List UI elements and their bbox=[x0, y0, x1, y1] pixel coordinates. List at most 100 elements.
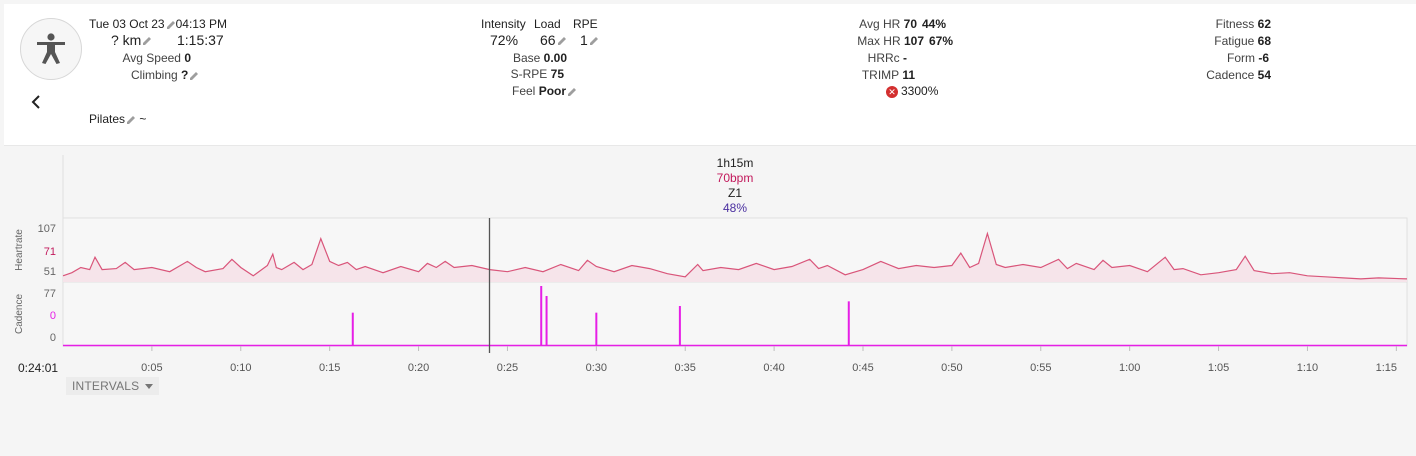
rpe-value: 1 bbox=[580, 32, 588, 48]
cadence-label: Cadence bbox=[1206, 68, 1255, 82]
heartrate-axis-title: Heartrate bbox=[14, 229, 25, 271]
hr-warning: ✕ 3300% bbox=[886, 83, 938, 99]
hover-time: 0:24:01 bbox=[18, 361, 58, 375]
cadence-value: 54 bbox=[1257, 68, 1271, 82]
cadence-stat: Cadence 54 bbox=[1190, 67, 1271, 83]
x-tick-0:55: 0:55 bbox=[1030, 362, 1051, 374]
max-hr-pct: 67% bbox=[929, 34, 954, 48]
trimp: TRIMP 11 bbox=[820, 67, 915, 83]
x-tick-0:05: 0:05 bbox=[141, 362, 162, 374]
heartrate-tick-71: 71 bbox=[44, 246, 56, 258]
cadence-axis-title: Cadence bbox=[14, 294, 25, 334]
base-label: Base bbox=[512, 51, 541, 65]
activity-chart[interactable]: 107 71 51 77 0 0 Heartrate Cadence 0:05 0:10 0:15 0… bbox=[0, 148, 1416, 456]
x-tick-0:45: 0:45 bbox=[852, 362, 873, 374]
x-tick-0:30: 0:30 bbox=[586, 362, 607, 374]
feel-value: Poor bbox=[538, 84, 567, 98]
hover-tooltip: 1h15m 70bpm Z1 48% bbox=[680, 156, 790, 216]
form-value: -6 bbox=[1258, 51, 1269, 65]
hover-zone: Z1 bbox=[727, 186, 742, 200]
trimp-value: 11 bbox=[902, 68, 915, 82]
x-tick-0:50: 0:50 bbox=[941, 362, 962, 374]
back-button[interactable] bbox=[26, 92, 46, 112]
hover-pct: 48% bbox=[722, 201, 748, 215]
x-tick-0:25: 0:25 bbox=[497, 362, 518, 374]
cadence-tick-0: 77 bbox=[44, 288, 56, 300]
x-tick-0:35: 0:35 bbox=[675, 362, 696, 374]
avg-speed-label: Avg Speed bbox=[122, 51, 181, 65]
max-hr-label: Max HR bbox=[857, 34, 901, 48]
chart-header-area bbox=[63, 155, 1407, 218]
intensity-label: Intensity bbox=[481, 17, 526, 31]
cadence-panel bbox=[62, 281, 1408, 347]
heartrate-tick-107: 107 bbox=[38, 223, 56, 235]
x-tick-1:00: 1:00 bbox=[1119, 362, 1140, 374]
caret-down-icon bbox=[145, 384, 154, 390]
x-tick-1:10: 1:10 bbox=[1297, 362, 1318, 374]
rpe-value-wrap: 1 bbox=[580, 32, 599, 49]
x-tick-0:15: 0:15 bbox=[319, 362, 340, 374]
activity-header bbox=[4, 4, 1416, 146]
edit-distance-icon[interactable] bbox=[142, 36, 152, 46]
edit-load-icon[interactable] bbox=[557, 36, 567, 46]
cadence-tick-1: 0 bbox=[50, 310, 56, 322]
distance: ? km bbox=[111, 32, 152, 49]
max-hr: Max HR 107 bbox=[820, 33, 924, 49]
base: Base 0.00 bbox=[480, 50, 567, 66]
edit-feel-icon[interactable] bbox=[567, 87, 577, 97]
activity-date: Tue 03 Oct 23 04:13 PM bbox=[89, 16, 227, 32]
heartrate-area bbox=[63, 233, 1407, 282]
hr-warning-value: 3300% bbox=[901, 84, 939, 98]
duration-value: 1:15:37 bbox=[177, 32, 224, 48]
heartrate-tick-51: 51 bbox=[44, 266, 56, 278]
srpe: S-RPE 75 bbox=[480, 66, 564, 82]
activity-type[interactable]: Pilates ~ bbox=[89, 111, 146, 127]
error-icon: ✕ bbox=[886, 85, 898, 98]
feel-label: Feel bbox=[512, 84, 536, 98]
x-tick-0:40: 0:40 bbox=[763, 362, 784, 374]
chevron-left-icon bbox=[31, 95, 40, 109]
form-label: Form bbox=[1226, 51, 1255, 65]
intensity-value: 72% bbox=[490, 32, 519, 48]
x-tick-0:20: 0:20 bbox=[408, 362, 429, 374]
hrrc-label: HRRc bbox=[867, 51, 900, 65]
hrrc: HRRc - bbox=[820, 50, 907, 66]
base-value: 0.00 bbox=[543, 51, 567, 65]
avg-speed-value: 0 bbox=[184, 51, 191, 65]
intervals-dropdown[interactable]: INTERVALS bbox=[66, 377, 160, 395]
form: Form -6 bbox=[1190, 50, 1269, 66]
fitness-value: 62 bbox=[1257, 17, 1271, 31]
rpe-label: RPE bbox=[573, 17, 598, 31]
fatigue-label: Fatigue bbox=[1214, 34, 1255, 48]
avg-hr-pct: 44% bbox=[922, 17, 947, 31]
hover-hr: 70bpm bbox=[716, 171, 754, 185]
time-text: 04:13 PM bbox=[175, 17, 227, 31]
hover-duration: 1h15m bbox=[716, 156, 754, 170]
trimp-label: TRIMP bbox=[861, 68, 899, 82]
distance-value: ? km bbox=[111, 32, 142, 48]
edit-type-icon[interactable] bbox=[126, 115, 136, 125]
climbing-label: Climbing bbox=[131, 68, 178, 82]
fatigue: Fatigue 68 bbox=[1190, 33, 1271, 49]
cadence-tick-2: 0 bbox=[50, 332, 56, 344]
avg-hr: Avg HR 70 bbox=[820, 16, 917, 32]
activity-type-suffix: ~ bbox=[139, 112, 147, 126]
edit-rpe-icon[interactable] bbox=[589, 36, 599, 46]
intervals-label: INTERVALS bbox=[72, 379, 140, 393]
fitness-label: Fitness bbox=[1215, 17, 1255, 31]
max-hr-value: 107 bbox=[903, 34, 924, 48]
srpe-value: 75 bbox=[550, 67, 564, 81]
avg-hr-value: 70 bbox=[903, 17, 917, 31]
pilates-figure-icon bbox=[37, 33, 65, 64]
x-tick-0:10: 0:10 bbox=[230, 362, 251, 374]
hrrc-value: - bbox=[903, 51, 907, 65]
edit-climbing-icon[interactable] bbox=[189, 71, 199, 81]
edit-date-icon[interactable] bbox=[166, 20, 176, 30]
climbing-value: ? bbox=[181, 68, 189, 82]
load-label: Load bbox=[534, 17, 561, 31]
fitness: Fitness 62 bbox=[1190, 16, 1271, 32]
heartrate-line bbox=[62, 231, 1408, 280]
feel: Feel Poor bbox=[512, 83, 577, 99]
activity-avatar bbox=[20, 18, 82, 80]
x-tick-1:15: 1:15 bbox=[1376, 362, 1397, 374]
